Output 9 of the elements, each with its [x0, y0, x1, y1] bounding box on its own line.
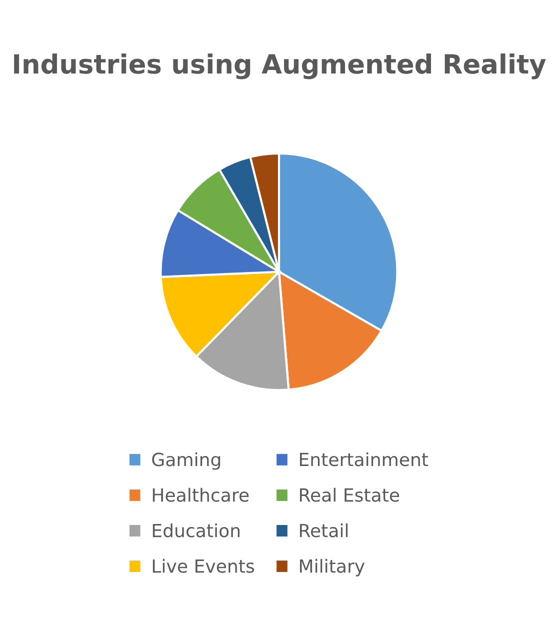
legend-label: Entertainment [300, 452, 428, 466]
legend-label: Gaming [152, 452, 220, 470]
legend-label: Retail [300, 523, 348, 538]
legend-label: Education [152, 523, 240, 538]
legend-label: Real Estate [300, 488, 400, 502]
legend-label: Healthcare [152, 488, 249, 502]
legend-label: Live Events [152, 558, 254, 573]
chart-title: Industries using Augmented Reality [14, 53, 546, 80]
legend-label: Military [300, 558, 365, 576]
